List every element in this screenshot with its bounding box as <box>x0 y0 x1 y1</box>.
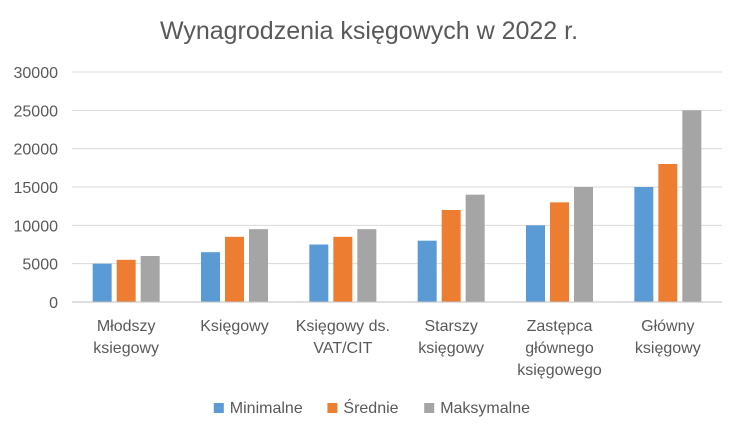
bar <box>225 236 244 302</box>
bar <box>658 164 678 302</box>
legend-label: Maksymalne <box>440 400 530 417</box>
bar <box>417 240 437 302</box>
x-category-label: Zastępca głównego księgowego <box>517 318 602 379</box>
bar <box>116 259 136 302</box>
bar <box>249 229 268 302</box>
bar <box>682 110 702 302</box>
bar <box>309 244 329 302</box>
legend-item: Średnie <box>327 398 399 417</box>
y-tick-label: 25000 <box>14 103 59 120</box>
legend-label: Średnie <box>343 398 398 417</box>
y-axis-tick-labels: 0 5000 10000 15000 20000 25000 30000 <box>14 65 59 312</box>
x-category-label: Księgowy <box>200 318 268 335</box>
legend-item: Minimalne <box>213 400 303 417</box>
x-axis-category-labels: Młodszy ksiegowy Księgowy Księgowy ds. VAT/C… <box>93 318 700 379</box>
bar <box>201 252 220 302</box>
bar <box>357 229 377 302</box>
bar <box>441 210 461 302</box>
bar <box>140 256 160 302</box>
bar <box>333 236 353 302</box>
x-category-label: Główny księgowy <box>635 318 701 357</box>
y-tick-label: 30000 <box>14 65 59 82</box>
legend-item: Maksymalne <box>424 400 530 417</box>
y-tick-label: 0 <box>49 295 58 312</box>
x-category-label: Księgowy ds. VAT/CIT <box>296 318 390 357</box>
bar <box>92 263 112 302</box>
legend-swatch <box>213 403 224 413</box>
bar <box>465 194 485 302</box>
y-tick-label: 20000 <box>14 142 59 159</box>
bar <box>634 187 654 302</box>
legend: Minimalne Średnie Maksymalne <box>213 398 530 417</box>
x-category-label: Młodszy ksiegowy <box>93 318 159 357</box>
bars <box>92 110 702 302</box>
legend-swatch <box>424 403 435 413</box>
legend-label: Minimalne <box>230 400 303 417</box>
x-category-label: Starszy księgowy <box>418 318 484 357</box>
gridlines <box>72 71 722 265</box>
chart-title: Wynagrodzenia księgowych w 2022 r. <box>160 17 578 45</box>
legend-swatch <box>327 403 338 413</box>
y-tick-label: 15000 <box>14 180 59 197</box>
y-tick-label: 5000 <box>22 257 58 274</box>
y-tick-label: 10000 <box>14 218 59 235</box>
bar <box>526 225 545 302</box>
bar <box>574 187 593 302</box>
bar <box>550 202 569 302</box>
